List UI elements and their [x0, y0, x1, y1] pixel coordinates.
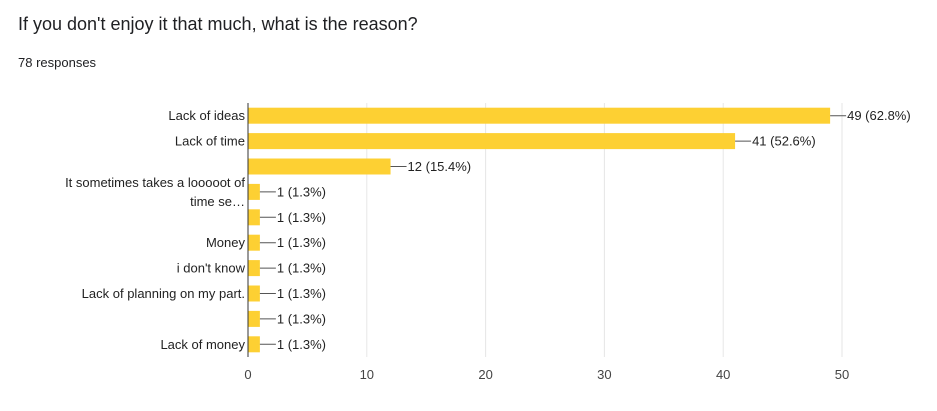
value-label: 1 (1.3%) — [277, 235, 326, 250]
value-label: 1 (1.3%) — [277, 210, 326, 225]
value-label: 1 (1.3%) — [277, 261, 326, 276]
category-label: i don't know — [177, 261, 246, 276]
value-label: 1 (1.3%) — [277, 286, 326, 301]
x-tick-label: 30 — [597, 367, 611, 382]
bar[interactable] — [248, 310, 260, 327]
bar[interactable] — [248, 209, 260, 226]
category-label: time se… — [190, 194, 245, 209]
bar[interactable] — [248, 260, 260, 277]
category-label: It sometimes takes a looooot of — [65, 175, 245, 190]
x-tick-label: 40 — [716, 367, 730, 382]
value-label: 41 (52.6%) — [752, 134, 816, 149]
question-title: If you don't enjoy it that much, what is… — [18, 14, 418, 34]
category-label: Lack of planning on my part. — [82, 286, 245, 301]
x-tick-label: 0 — [244, 367, 251, 382]
bar[interactable] — [248, 336, 260, 353]
bar[interactable] — [248, 133, 736, 150]
value-label: 49 (62.8%) — [847, 108, 911, 123]
x-tick-label: 10 — [360, 367, 374, 382]
category-label: Lack of ideas — [168, 108, 245, 123]
value-label: 1 (1.3%) — [277, 311, 326, 326]
value-label: 12 (15.4%) — [408, 159, 472, 174]
bar[interactable] — [248, 183, 260, 200]
category-label: Money — [206, 235, 246, 250]
category-label: Lack of money — [160, 337, 245, 352]
value-label: 1 (1.3%) — [277, 337, 326, 352]
chart-labels: 0 10 20 30 40 50 49 (62.8%) Lack of ideas 41 (52… — [65, 108, 911, 382]
x-tick-label: 50 — [835, 367, 849, 382]
chart-bars — [248, 107, 831, 353]
bar[interactable] — [248, 107, 831, 124]
value-label: 1 (1.3%) — [277, 184, 326, 199]
x-tick-label: 20 — [478, 367, 492, 382]
bar[interactable] — [248, 158, 391, 175]
bar[interactable] — [248, 234, 260, 251]
response-count: 78 responses — [18, 55, 97, 70]
bar[interactable] — [248, 285, 260, 302]
category-label: Lack of time — [175, 134, 245, 149]
